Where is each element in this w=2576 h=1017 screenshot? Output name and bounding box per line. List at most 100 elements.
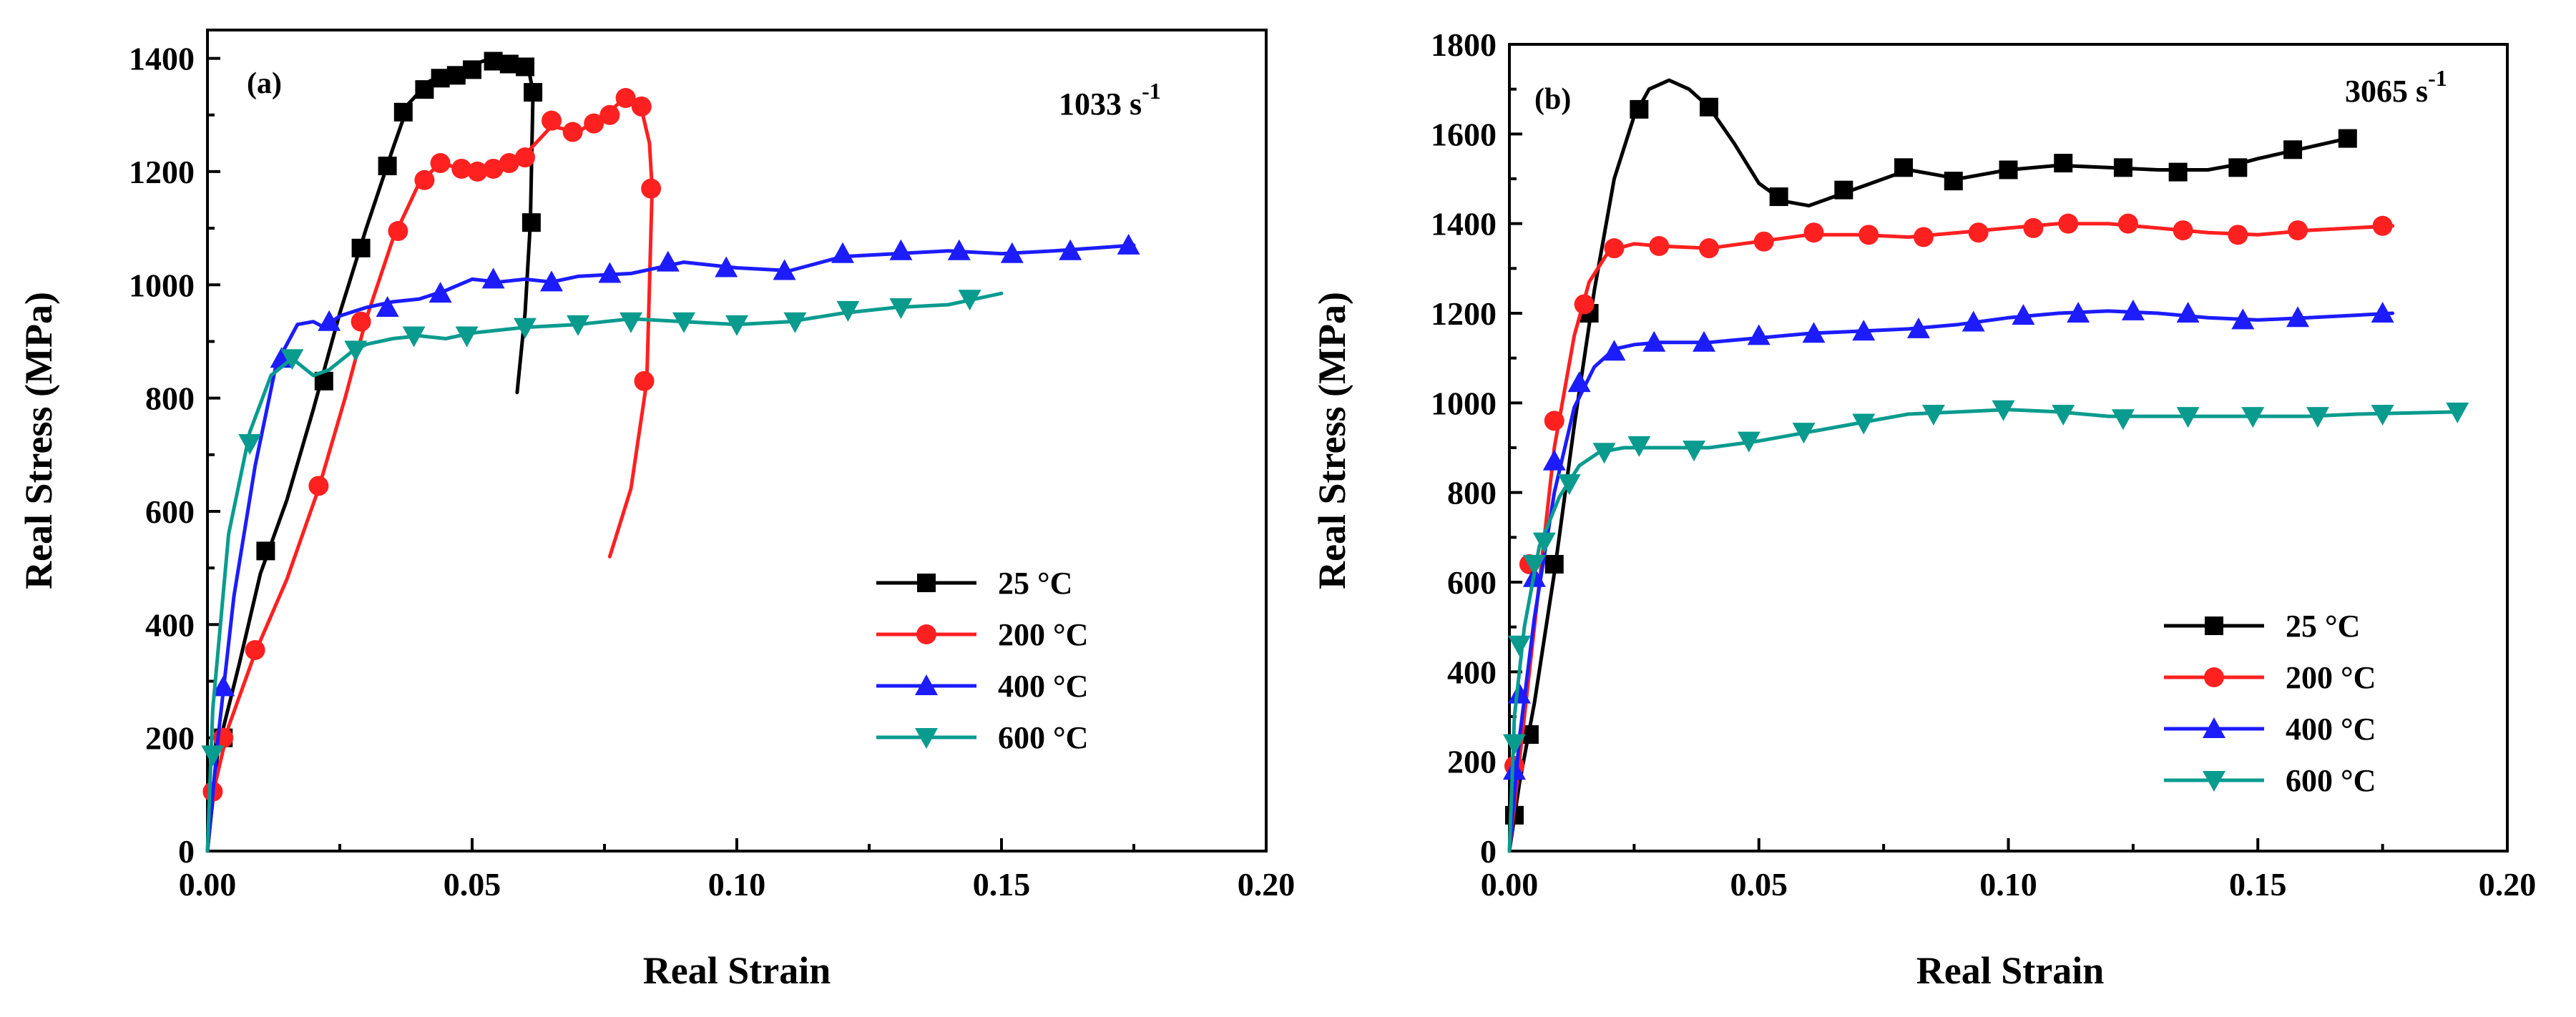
data-point bbox=[483, 158, 504, 179]
legend-label: 600 °C bbox=[2286, 763, 2376, 798]
y-tick-label: 800 bbox=[1447, 475, 1497, 511]
data-point bbox=[388, 221, 408, 242]
legend-marker bbox=[915, 674, 938, 695]
legend-label: 200 °C bbox=[998, 617, 1088, 652]
data-point bbox=[599, 104, 620, 125]
panel-a: 0.00 0.05 0.10 0.15 0.20 0 200 400 600 800 1000 120… bbox=[17, 29, 1295, 992]
series-line bbox=[205, 243, 1136, 853]
data-point bbox=[415, 80, 434, 99]
data-point bbox=[514, 318, 537, 339]
data-point bbox=[378, 157, 397, 176]
data-point bbox=[641, 178, 662, 199]
data-point bbox=[1567, 371, 1591, 393]
series-b bbox=[1502, 78, 2469, 853]
data-point bbox=[1699, 238, 1719, 259]
data-point bbox=[455, 326, 479, 348]
ticks-b: 0.00 0.05 0.10 0.15 0.20 0 200 400 600 800 1000 120… bbox=[1431, 26, 2536, 903]
series-circle bbox=[1504, 213, 2395, 853]
series-triangle-up bbox=[1502, 299, 2395, 853]
data-point bbox=[2054, 154, 2073, 173]
data-point bbox=[1693, 330, 1716, 352]
data-point bbox=[2338, 129, 2357, 148]
data-point bbox=[1630, 99, 1649, 119]
y-tick-label: 1000 bbox=[129, 267, 195, 303]
legend-marker bbox=[915, 728, 938, 749]
legend-marker bbox=[2203, 717, 2225, 738]
y-tick-label: 600 bbox=[145, 493, 195, 530]
x-tick-label: 0.15 bbox=[973, 866, 1031, 903]
data-point bbox=[1852, 320, 1876, 341]
y-axis-title-b: Real Stress (MPa) bbox=[1311, 292, 1353, 589]
data-point bbox=[1802, 322, 1826, 343]
data-point bbox=[783, 312, 807, 333]
y-tick-label: 400 bbox=[1447, 654, 1497, 690]
data-point bbox=[656, 250, 680, 272]
data-point bbox=[1592, 443, 1616, 464]
x-tick-label: 0.10 bbox=[708, 866, 766, 903]
x-tick-label: 0.00 bbox=[179, 866, 237, 903]
data-point bbox=[2111, 409, 2135, 431]
legend-marker bbox=[917, 574, 936, 592]
data-point bbox=[1968, 222, 1989, 243]
data-point bbox=[567, 315, 589, 336]
data-point bbox=[725, 315, 748, 336]
data-point bbox=[2052, 405, 2075, 426]
data-point bbox=[958, 290, 981, 311]
data-point bbox=[1522, 554, 1546, 576]
data-point bbox=[831, 242, 854, 263]
data-point bbox=[542, 110, 562, 131]
y-tick-label: 0 bbox=[1480, 833, 1497, 870]
legend-b: 25 °C 200 °C 400 °C 600 °C bbox=[2164, 609, 2376, 798]
data-point bbox=[2231, 308, 2255, 330]
data-point bbox=[836, 300, 860, 322]
data-point bbox=[351, 311, 371, 332]
legend-a: 25 °C 200 °C 400 °C 600 °C bbox=[876, 566, 1088, 755]
data-point bbox=[1627, 436, 1651, 457]
data-point bbox=[2241, 407, 2265, 428]
data-point bbox=[1532, 532, 1556, 554]
plot-frame-a bbox=[206, 29, 1268, 853]
data-point bbox=[318, 310, 341, 331]
y-tick-label: 1400 bbox=[129, 41, 195, 77]
data-point bbox=[1944, 172, 1963, 191]
data-point bbox=[2168, 162, 2188, 182]
series-square bbox=[205, 51, 543, 853]
data-point bbox=[1992, 400, 2015, 421]
data-point bbox=[1507, 635, 1531, 657]
ticks-a: 0.00 0.05 0.10 0.15 0.20 0 200 400 600 800 1000 120… bbox=[129, 41, 1295, 903]
rate-annotation-b: 3065 s-1 bbox=[2345, 65, 2447, 109]
data-point bbox=[1059, 239, 1082, 260]
data-point bbox=[1753, 231, 1774, 252]
data-point bbox=[1544, 411, 1564, 431]
data-point bbox=[2117, 213, 2138, 234]
series-a bbox=[201, 51, 1140, 853]
y-axis-title-a: Real Stress (MPa) bbox=[17, 292, 60, 589]
data-point bbox=[2176, 302, 2200, 323]
data-point bbox=[1700, 97, 1718, 117]
data-point bbox=[1803, 222, 1824, 243]
x-tick-label: 0.05 bbox=[1730, 866, 1788, 903]
data-point bbox=[1792, 423, 1816, 444]
data-point bbox=[1000, 242, 1024, 263]
data-point bbox=[521, 213, 541, 232]
data-point bbox=[1604, 238, 1625, 259]
data-point bbox=[484, 51, 503, 71]
data-point bbox=[672, 312, 695, 333]
legend-label: 25 °C bbox=[2286, 609, 2360, 644]
data-point bbox=[1574, 294, 1595, 315]
y-tick-label: 1200 bbox=[1431, 295, 1497, 332]
data-point bbox=[634, 370, 655, 391]
y-tick-label: 600 bbox=[1447, 564, 1497, 601]
data-point bbox=[1117, 233, 1140, 255]
y-tick-label: 200 bbox=[145, 720, 195, 757]
data-point bbox=[2371, 405, 2394, 426]
series-square bbox=[1504, 78, 2357, 853]
data-point bbox=[2113, 158, 2132, 177]
y-tick-label: 1000 bbox=[1431, 385, 1497, 421]
data-point bbox=[2173, 220, 2193, 241]
y-tick-label: 0 bbox=[178, 833, 195, 870]
data-point bbox=[1999, 160, 2018, 180]
legend-marker bbox=[2205, 616, 2223, 635]
data-point bbox=[1913, 227, 1934, 247]
